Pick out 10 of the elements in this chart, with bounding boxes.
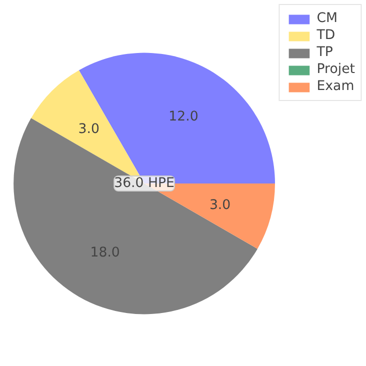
- legend-label: Projet: [316, 62, 355, 77]
- legend-label: CM: [316, 11, 338, 26]
- data-label: 18.0: [90, 245, 120, 260]
- legend-label: TP: [316, 45, 334, 60]
- legend-label: Exam: [316, 79, 354, 94]
- data-label: 3.0: [78, 122, 100, 138]
- data-label: 12.0: [168, 110, 198, 125]
- data-label: 3.0: [209, 198, 231, 213]
- legend-label: TD: [316, 28, 336, 43]
- text: 36.0 HPE: [114, 176, 174, 191]
